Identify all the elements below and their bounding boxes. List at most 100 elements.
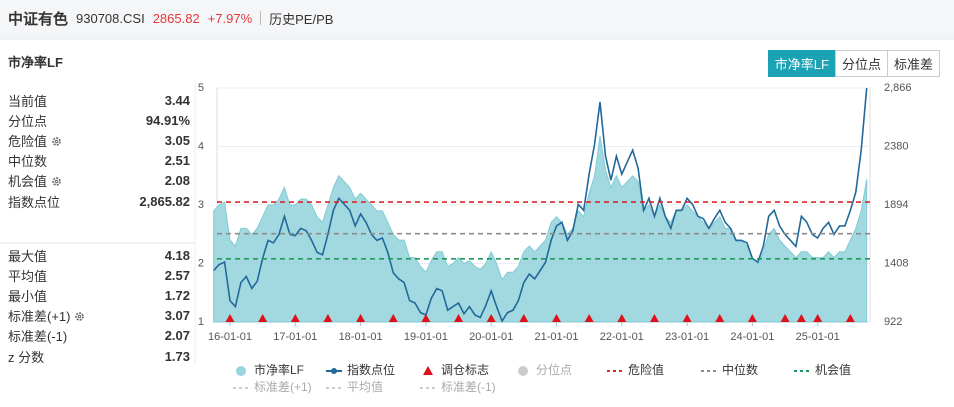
stat-value: 3.07: [164, 308, 190, 324]
stat-row: 指数点位 2,865.82: [8, 191, 190, 211]
stat-label: 危险值: [8, 131, 62, 150]
rebalance-marker: [323, 314, 333, 322]
stat-label: 机会值: [8, 171, 62, 190]
y-tick-label: 3: [198, 199, 204, 211]
y2-tick-label: 2,866: [884, 82, 912, 94]
stat-row: 中位数 2.51: [8, 151, 190, 171]
link[interactable]: 历史PE/PB: [269, 11, 334, 27]
gear-icon[interactable]: [74, 311, 85, 322]
stat-row: 最小值 1.72: [8, 285, 190, 305]
index-code: 930708.CSI: [76, 10, 145, 26]
y2-tick-label: 922: [884, 316, 902, 328]
rebalance-marker: [486, 314, 496, 322]
rebalance-marker: [617, 314, 627, 322]
rebalance-marker: [225, 314, 235, 322]
stat-label: 分位点: [8, 113, 48, 129]
y-tick-label: 1: [198, 316, 204, 328]
divider: [260, 11, 262, 25]
rebalance-marker: [813, 314, 823, 322]
stat-value: 2.08: [164, 173, 190, 189]
x-tick-label: 24-01-01: [730, 331, 774, 343]
stat-row: 平均值 2.57: [8, 265, 190, 285]
rebalance-marker: [356, 314, 366, 322]
legend-icon: [423, 366, 433, 375]
stat-value: 94.91%: [145, 112, 190, 128]
legend-label[interactable]: 危险值: [628, 362, 664, 377]
rebalance-marker: [649, 314, 659, 322]
rebalance-marker: [454, 314, 464, 322]
stat-label: 中位数: [8, 154, 48, 170]
y-tick-label: 4: [198, 140, 204, 152]
x-tick-label: 25-01-01: [796, 331, 840, 343]
legend-label[interactable]: 机会值: [815, 362, 851, 377]
x-tick-label: 18-01-01: [339, 331, 383, 343]
x-tick-label: 19-01-01: [404, 331, 448, 343]
rebalance-marker: [682, 314, 692, 322]
header: 中证有色 930708.CSI 2865.82 +7.97% 历史PE/PB: [0, 0, 954, 36]
y2-tick-label: 2380: [884, 140, 908, 152]
stat-row: 最大值 4.18: [8, 245, 190, 265]
legend-label[interactable]: 中位数: [722, 362, 758, 377]
stat-label: z 分数: [8, 349, 45, 365]
rebalance-marker: [552, 314, 561, 322]
y-tick-label: 2: [198, 257, 204, 269]
stat-label: 指数点位: [8, 194, 61, 210]
tab[interactable]: 市净率LF: [767, 50, 836, 77]
stat-value: 3.05: [164, 132, 190, 148]
rebalance-marker: [421, 314, 431, 322]
rebalance-marker: [388, 314, 398, 322]
stat-value: 2.57: [164, 267, 190, 283]
rebalance-marker: [290, 314, 300, 322]
stat-label: 最大值: [8, 248, 48, 264]
x-tick-label: 21-01-01: [534, 331, 578, 343]
stat-row: 当前值 3.44: [8, 90, 190, 110]
x-tick-label: 16-01-01: [208, 331, 252, 343]
rebalance-marker: [845, 314, 855, 322]
index-name: 中证有色: [8, 10, 69, 28]
rebalance-marker: [584, 314, 594, 322]
stat-row: 机会值 2.08: [8, 171, 190, 191]
legend-label[interactable]: 标准差(+1): [254, 380, 312, 394]
legend-icon: [518, 366, 528, 376]
legend-label[interactable]: 市净率LF: [254, 362, 304, 377]
tabs: 市净率LF 分位点 标准差: [767, 50, 940, 77]
panel-title: 市净率LF: [8, 55, 63, 70]
x-tick-label: 22-01-01: [600, 331, 644, 343]
x-tick-label: 23-01-01: [665, 331, 709, 343]
stat-label: 标准差(-1): [8, 329, 68, 345]
rebalance-marker: [747, 314, 757, 322]
stat-value: 1.73: [164, 348, 190, 364]
legend-label[interactable]: 标准差(-1): [441, 380, 496, 394]
gear-icon[interactable]: [51, 136, 62, 147]
legend-label[interactable]: 调仓标志: [441, 363, 489, 377]
stat-row: 危险值 3.05: [8, 130, 190, 150]
legend-label[interactable]: 指数点位: [347, 362, 395, 377]
rebalance-marker: [780, 314, 790, 322]
stat-label: 平均值: [8, 268, 48, 284]
stat-value: 2.51: [164, 153, 190, 169]
tab[interactable]: 标准差: [886, 50, 940, 77]
legend-label[interactable]: 分位点: [536, 362, 572, 377]
stat-row: 标准差(+1) 3.07: [8, 306, 190, 326]
stat-value: 3.44: [164, 92, 190, 108]
stat-value: 1.72: [164, 287, 190, 303]
legend-label[interactable]: 平均值: [347, 379, 383, 394]
tab[interactable]: 分位点: [834, 50, 888, 77]
rebalance-marker: [715, 314, 725, 322]
area: [213, 135, 868, 323]
stat-value: 2,865.82: [139, 193, 190, 209]
gear-icon[interactable]: [51, 176, 62, 187]
stat-label: 最小值: [8, 288, 48, 304]
y-tick-label: 5: [198, 82, 204, 94]
legend-icon: [236, 366, 246, 376]
stat-row: z 分数 1.73: [8, 346, 190, 366]
stat-row: 标准差(-1) 2.07: [8, 326, 190, 346]
rebalance-marker: [796, 314, 806, 322]
price: 2865.82: [152, 10, 200, 26]
x-tick-label: 17-01-01: [273, 331, 317, 343]
rebalance-marker: [258, 314, 268, 322]
y2-tick-label: 1894: [884, 199, 908, 211]
legend-icon: [331, 368, 337, 374]
